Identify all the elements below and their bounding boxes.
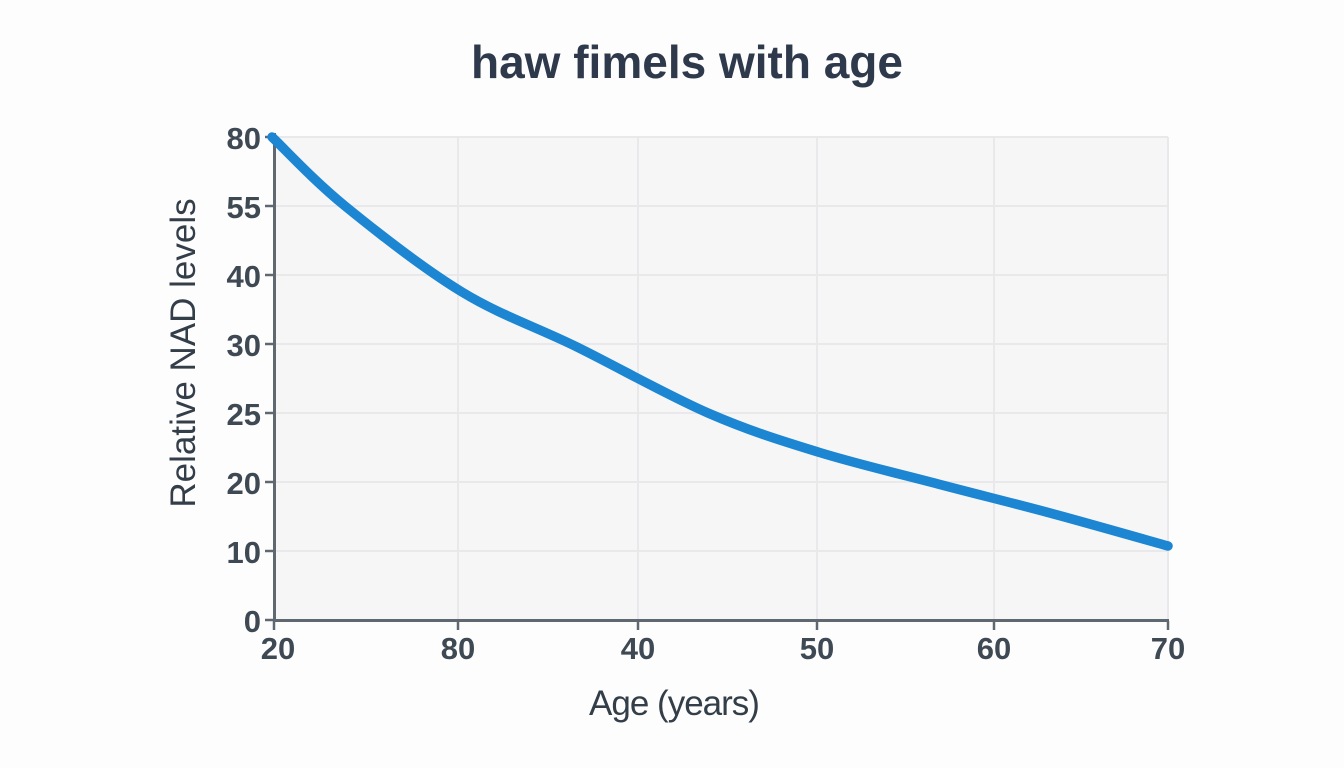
svg-text:10: 10 bbox=[227, 535, 261, 570]
svg-text:60: 60 bbox=[977, 631, 1011, 666]
svg-text:55: 55 bbox=[227, 190, 261, 225]
svg-text:Relative NAD levels: Relative NAD levels bbox=[164, 198, 203, 507]
svg-text:30: 30 bbox=[227, 328, 261, 363]
svg-text:20: 20 bbox=[227, 466, 261, 501]
svg-text:70: 70 bbox=[1151, 631, 1185, 666]
svg-text:50: 50 bbox=[800, 631, 834, 666]
svg-text:haw fimels with age: haw fimels with age bbox=[471, 36, 903, 88]
svg-text:80: 80 bbox=[441, 631, 475, 666]
svg-text:20: 20 bbox=[261, 631, 295, 666]
svg-text:Age (years): Age (years) bbox=[589, 684, 759, 723]
svg-text:80: 80 bbox=[227, 121, 261, 156]
svg-text:0: 0 bbox=[244, 604, 261, 639]
svg-text:40: 40 bbox=[227, 259, 261, 294]
svg-text:40: 40 bbox=[621, 631, 655, 666]
svg-text:25: 25 bbox=[227, 397, 261, 432]
